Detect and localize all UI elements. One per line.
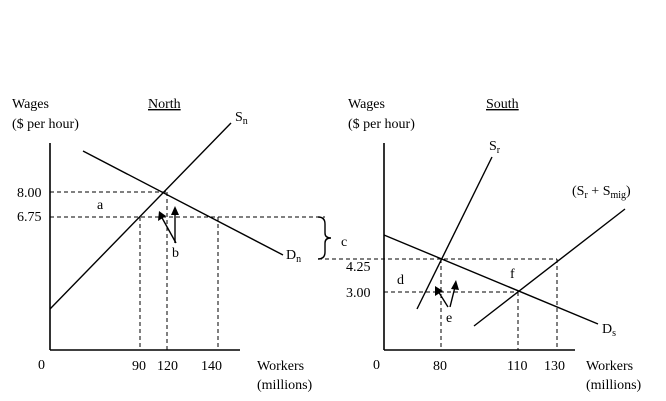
north-ytick-675: 6.75 <box>17 210 42 225</box>
south-arrow-e-left <box>437 290 449 308</box>
south-ds-label: Ds <box>602 322 616 339</box>
south-annotation-d: d <box>397 273 404 288</box>
north-origin-label: 0 <box>38 358 45 373</box>
north-xlabel-line1: Workers <box>257 359 304 374</box>
south-origin-label: 0 <box>373 358 380 373</box>
north-arrowhead-b-up <box>171 206 179 215</box>
south-xtick-80: 80 <box>433 359 447 374</box>
annotation-c: c <box>341 235 347 250</box>
north-ylabel-line2: ($ per hour) <box>12 117 79 132</box>
south-title: South <box>486 97 519 112</box>
north-annotation-b: b <box>172 246 179 261</box>
north-dn-label: Dn <box>286 248 301 265</box>
north-supply-curve-sn <box>49 122 232 310</box>
north-xtick-120: 120 <box>157 359 178 374</box>
south-sr-label: Sr <box>489 139 501 156</box>
south-xtick-110: 110 <box>507 359 527 374</box>
north-annotation-a: a <box>97 198 104 213</box>
south-arrows-e <box>435 280 459 308</box>
north-arrow-b-left <box>160 215 177 244</box>
north-ylabel-line1: Wages <box>12 97 49 112</box>
south-xlabel-line2: (millions) <box>586 378 642 393</box>
north-title: North <box>148 97 181 112</box>
south-annotation-f: f <box>510 267 515 282</box>
north-demand-curve-dn <box>82 150 284 256</box>
south-ylabel-line2: ($ per hour) <box>348 117 415 132</box>
north-xlabel-line2: (millions) <box>257 378 313 393</box>
north-xtick-140: 140 <box>201 359 222 374</box>
north-arrowhead-b-left <box>158 211 166 221</box>
south-ylabel-line1: Wages <box>348 97 385 112</box>
north-xtick-90: 90 <box>132 359 146 374</box>
south-arrowhead-e-up <box>451 280 459 290</box>
south-panel: South Wages ($ per hour) Sr (Sr + Smig) … <box>318 97 642 393</box>
north-ytick-8: 8.00 <box>17 186 42 201</box>
north-sn-label: Sn <box>235 110 248 127</box>
south-ytick-425: 4.25 <box>346 260 371 275</box>
north-panel: North Wages ($ per hour) Sn Dn 8.00 6.75… <box>12 97 347 393</box>
south-annotation-e: e <box>446 311 452 326</box>
north-brace-c <box>317 216 332 260</box>
south-arrowhead-e-left <box>435 286 443 296</box>
south-xtick-130: 130 <box>544 359 565 374</box>
south-supply-curve-sr-smig <box>473 208 626 327</box>
south-ytick-3: 3.00 <box>346 286 371 301</box>
south-xlabel-line1: Workers <box>586 359 633 374</box>
south-sr-smig-label: (Sr + Smig) <box>572 184 631 201</box>
south-demand-curve-ds <box>383 234 599 325</box>
south-arrow-e-up <box>449 286 456 308</box>
south-supply-curve-sr <box>416 156 493 310</box>
north-arrows-b <box>158 206 179 244</box>
